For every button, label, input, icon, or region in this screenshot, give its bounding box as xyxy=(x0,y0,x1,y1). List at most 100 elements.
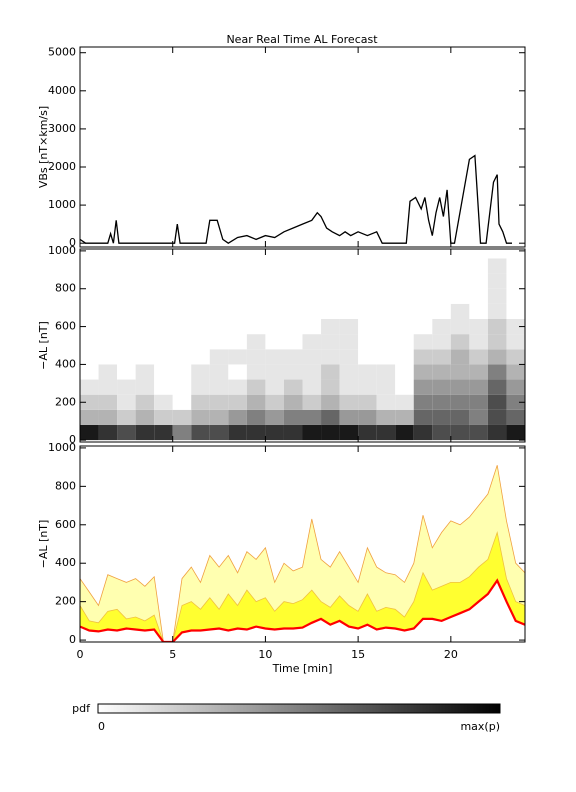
heat-cell xyxy=(98,364,118,380)
heat-cell xyxy=(432,364,451,380)
heat-cell xyxy=(246,258,266,274)
heat-cell xyxy=(413,424,433,441)
heat-cell xyxy=(302,303,322,320)
heat-cell xyxy=(469,409,488,425)
heat-cell xyxy=(135,379,155,395)
heat-cell xyxy=(209,424,229,441)
y-tick-label: 0 xyxy=(69,433,76,446)
heat-cell xyxy=(265,334,284,350)
heat-cell xyxy=(450,364,470,380)
heat-cell xyxy=(469,364,488,380)
heat-cell xyxy=(413,394,433,410)
heat-cell xyxy=(246,379,266,395)
heat-cell xyxy=(450,409,470,425)
heat-cell xyxy=(506,334,525,350)
heat-cell xyxy=(487,273,507,289)
heat-cell xyxy=(283,303,303,320)
heat-cell xyxy=(302,379,322,395)
heat-cell xyxy=(135,349,155,365)
heat-cell xyxy=(191,303,210,320)
heat-cell xyxy=(469,379,488,395)
heat-cell xyxy=(172,319,192,335)
heat-cell xyxy=(339,424,359,441)
heat-cell xyxy=(228,319,247,335)
heat-cell xyxy=(506,364,525,380)
heat-cell xyxy=(135,288,155,304)
heat-cell xyxy=(191,394,210,410)
heat-cell xyxy=(246,349,266,365)
heat-cell xyxy=(228,349,247,365)
heat-cell xyxy=(228,334,247,350)
heat-cell xyxy=(283,273,303,289)
y-axis-label: −AL [nT] xyxy=(37,321,50,370)
heat-cell xyxy=(413,319,433,335)
heat-cell xyxy=(302,334,322,350)
heat-cell xyxy=(228,364,247,380)
heat-cell xyxy=(283,258,303,274)
heat-cell xyxy=(209,349,229,365)
heat-cell xyxy=(321,258,340,274)
heat-cell xyxy=(246,288,266,304)
heat-cell xyxy=(154,349,173,365)
heat-cell xyxy=(80,288,99,304)
heat-cell xyxy=(246,364,266,380)
heat-cell xyxy=(117,273,136,289)
plot-frame xyxy=(79,445,526,643)
x-tick-label: 5 xyxy=(169,648,176,661)
heat-cell xyxy=(376,303,396,320)
heat-cell xyxy=(339,364,359,380)
heat-cell xyxy=(395,273,414,289)
heat-cell xyxy=(80,364,99,380)
heat-cell xyxy=(172,379,192,395)
heat-cell xyxy=(172,409,192,425)
heat-cell xyxy=(209,273,229,289)
heat-cell xyxy=(450,303,470,320)
heat-cell xyxy=(432,424,451,441)
heat-cell xyxy=(117,424,136,441)
colorbar-label: pdf xyxy=(72,702,91,715)
heat-cell xyxy=(413,303,433,320)
heat-cell xyxy=(135,273,155,289)
heat-cell xyxy=(265,424,284,441)
heat-cell xyxy=(283,379,303,395)
heat-cell xyxy=(339,349,359,365)
plot-area xyxy=(80,154,512,244)
median-mask xyxy=(80,580,525,642)
heat-cell xyxy=(432,258,451,274)
heat-cell xyxy=(265,258,284,274)
heat-cell xyxy=(228,394,247,410)
heat-cell xyxy=(172,349,192,365)
heat-cell xyxy=(209,409,229,425)
heat-cell xyxy=(265,303,284,320)
colorbar-tick-label: 0 xyxy=(98,720,105,733)
heat-cell xyxy=(172,258,192,274)
band-area xyxy=(80,532,525,642)
y-tick-label: 2000 xyxy=(48,160,76,173)
heat-cell xyxy=(339,319,359,335)
heat-cell xyxy=(376,364,396,380)
heat-cell xyxy=(358,319,377,335)
heat-cell xyxy=(358,409,377,425)
heat-cell xyxy=(339,273,359,289)
heat-cell xyxy=(98,349,118,365)
x-tick-label: 0 xyxy=(77,648,84,661)
heat-cell xyxy=(172,334,192,350)
heat-cell xyxy=(339,288,359,304)
heat-cell xyxy=(283,424,303,441)
heat-cell xyxy=(154,409,173,425)
heat-cell xyxy=(228,424,247,441)
heat-cell xyxy=(358,288,377,304)
heat-cell xyxy=(117,334,136,350)
y-tick-label: 0 xyxy=(69,236,76,249)
heat-cell xyxy=(321,409,340,425)
heat-cell xyxy=(228,409,247,425)
heat-cell xyxy=(358,303,377,320)
y-tick-label: 800 xyxy=(55,282,76,295)
band-area xyxy=(80,465,525,642)
x-axis-label: Time [min] xyxy=(272,662,333,675)
heat-cell xyxy=(209,394,229,410)
heat-cell xyxy=(154,319,173,335)
heat-cell xyxy=(246,303,266,320)
y-tick-label: 400 xyxy=(55,556,76,569)
heat-cell xyxy=(80,334,99,350)
